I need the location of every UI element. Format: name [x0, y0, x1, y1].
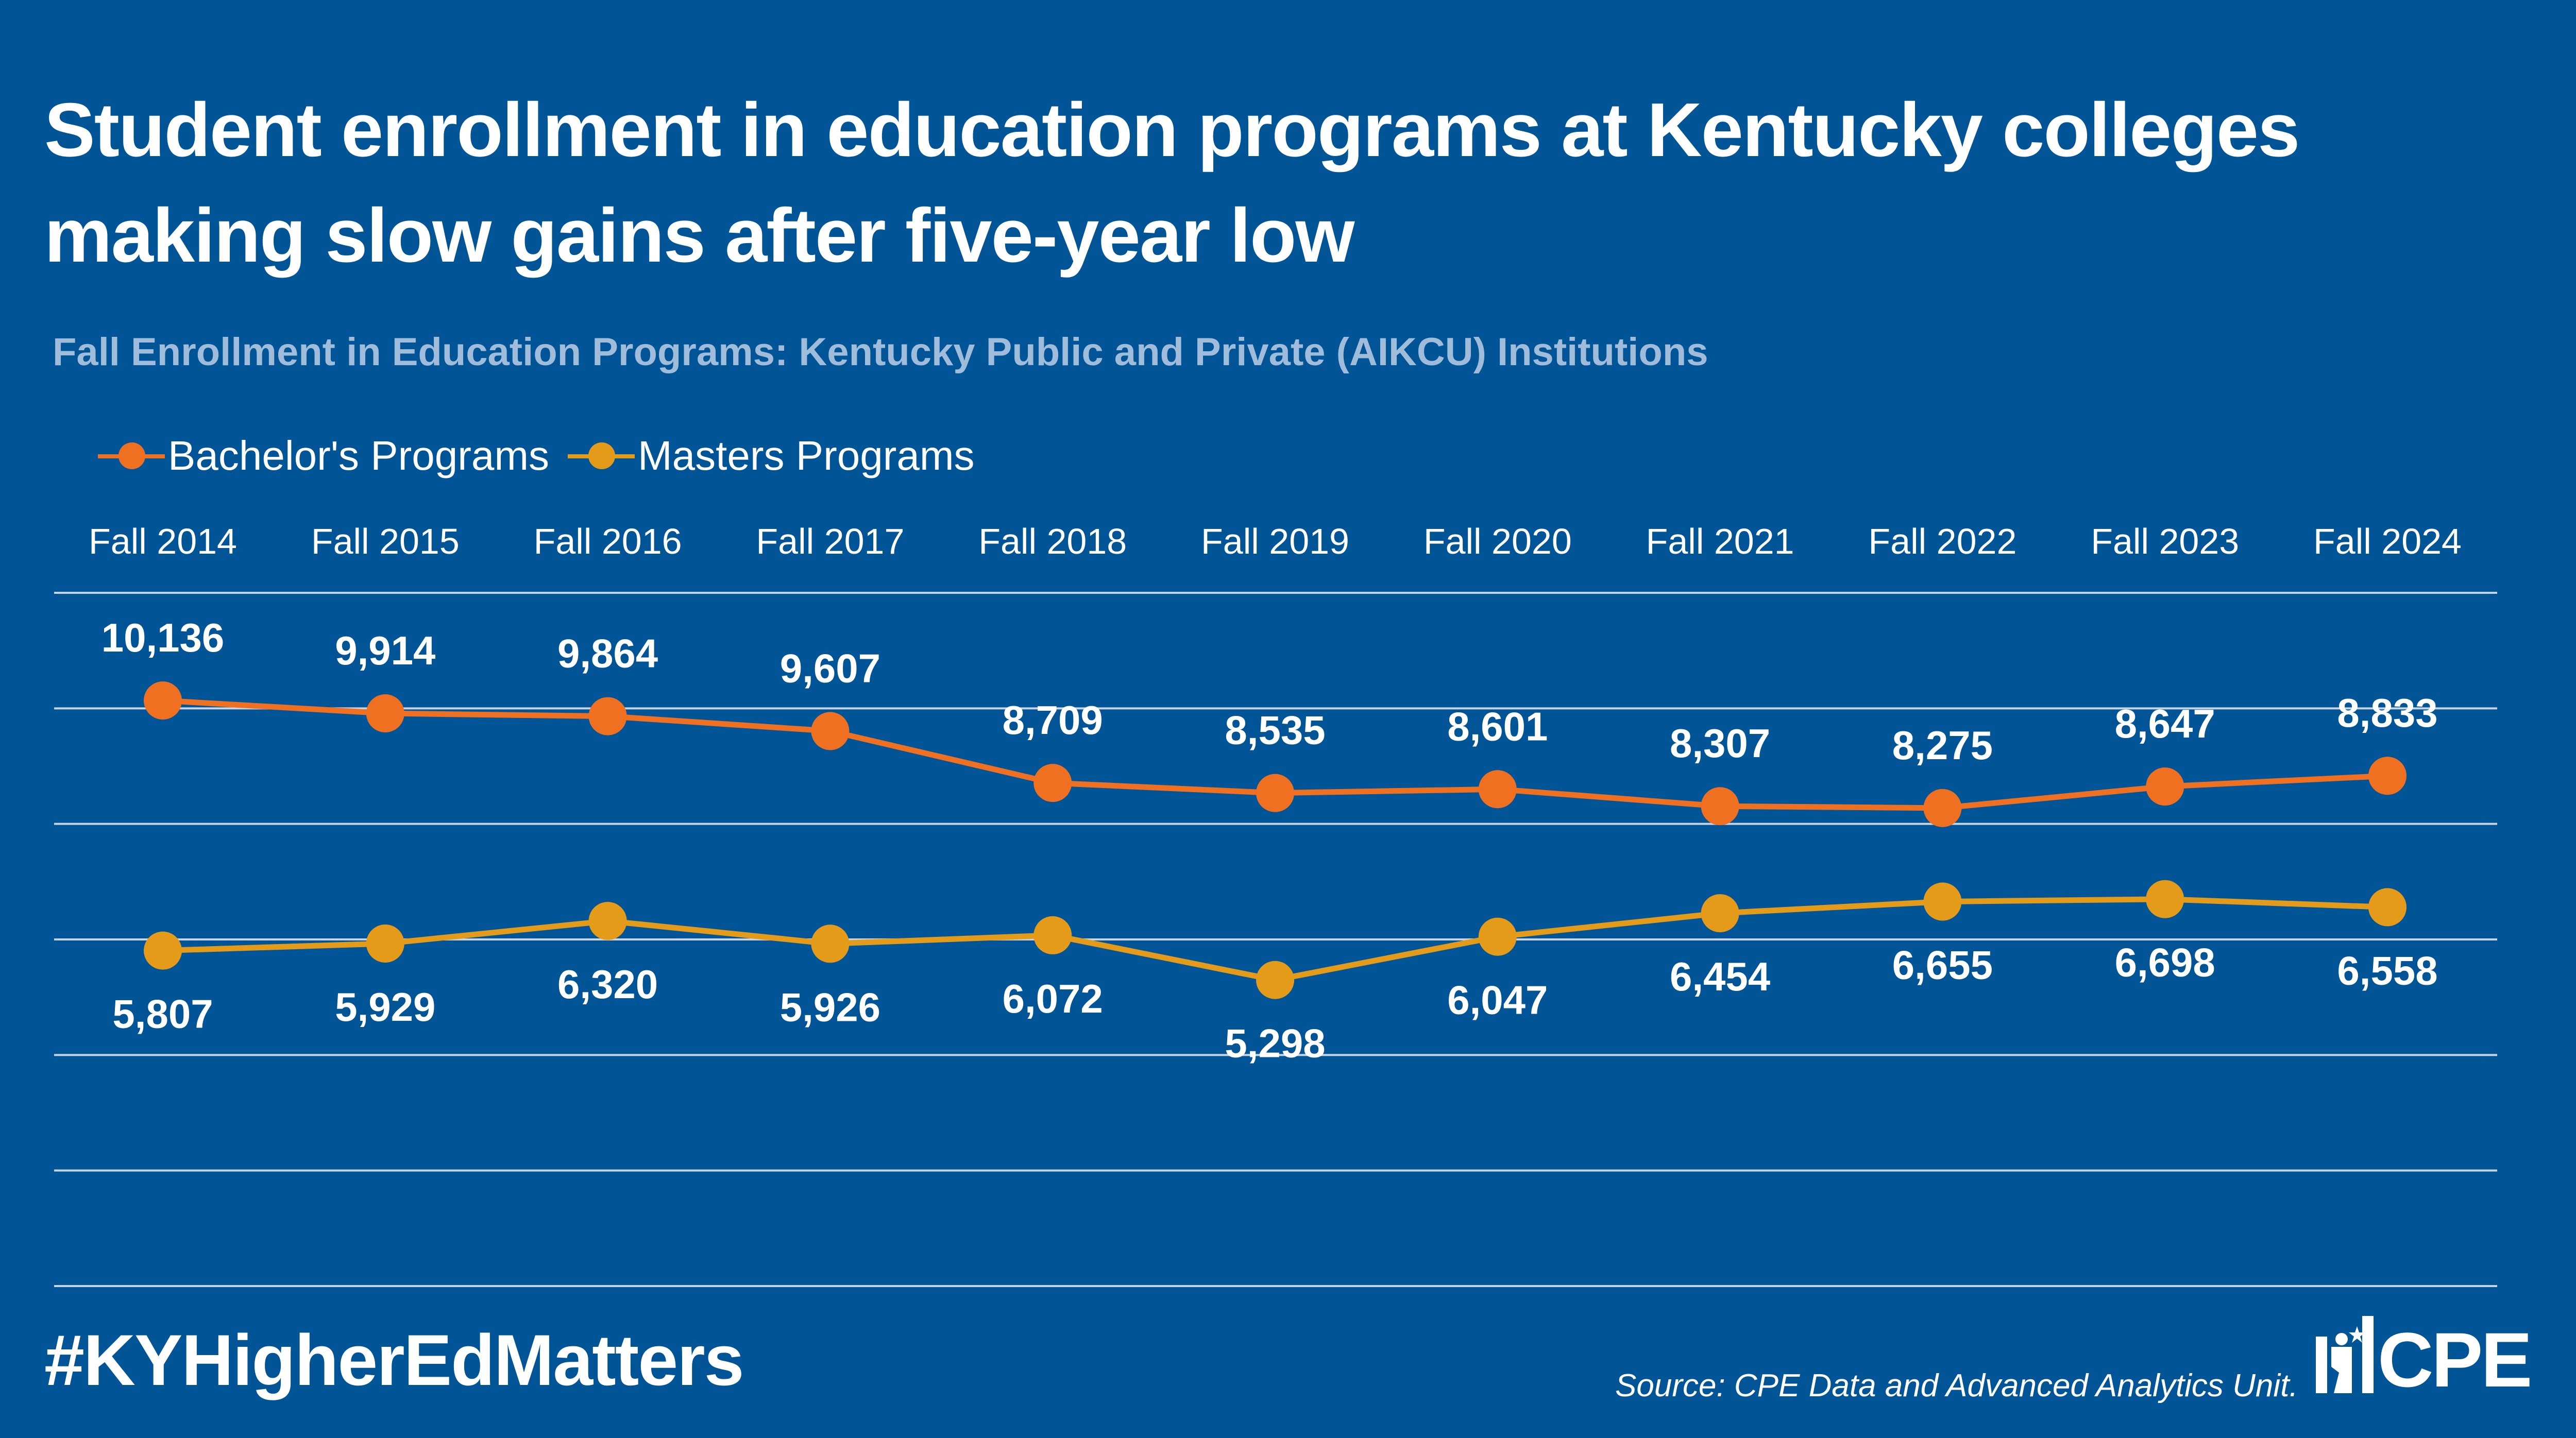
gridlines — [54, 592, 2497, 1287]
data-label-masters: 5,926 — [780, 984, 880, 1030]
data-point-masters — [1923, 882, 1962, 921]
cpe-logo: CPE — [2316, 1316, 2532, 1403]
data-labels: 10,136 9,914 9,864 9,607 8,709 8,535 8,601 8,30… — [101, 615, 2438, 1066]
x-tick-label: Fall 2017 — [756, 521, 904, 561]
data-point-bachelors — [1256, 774, 1294, 812]
data-point-masters — [1033, 916, 1072, 954]
data-point-bachelors — [2368, 757, 2406, 795]
data-label-masters: 6,698 — [2115, 940, 2215, 985]
data-point-bachelors — [2146, 767, 2184, 806]
data-point-masters — [2146, 880, 2184, 918]
data-point-bachelors — [1923, 789, 1962, 827]
data-label-bachelors: 8,833 — [2337, 690, 2437, 735]
data-label-masters: 6,655 — [1892, 943, 1993, 988]
data-label-bachelors: 8,709 — [1003, 697, 1103, 743]
data-point-masters — [1701, 894, 1739, 933]
data-point-bachelors — [1033, 764, 1072, 802]
series-points — [144, 681, 2406, 999]
data-label-masters: 6,320 — [557, 962, 658, 1007]
x-tick-label: Fall 2016 — [534, 521, 682, 561]
data-point-bachelors — [588, 697, 627, 735]
x-tick-label: Fall 2019 — [1201, 521, 1349, 561]
title-line-2: making slow gains after five-year low — [44, 193, 1355, 278]
data-label-bachelors: 8,307 — [1670, 721, 1770, 766]
x-tick-label: Fall 2022 — [1868, 521, 2016, 561]
data-point-masters — [1478, 917, 1517, 956]
x-tick-label: Fall 2020 — [1423, 521, 1572, 561]
x-tick-label: Fall 2024 — [2313, 521, 2462, 561]
legend-item-masters: Masters Programs — [568, 432, 974, 480]
data-label-masters: 6,047 — [1447, 978, 1548, 1023]
x-tick-label: Fall 2021 — [1646, 521, 1794, 561]
data-label-bachelors: 8,535 — [1225, 708, 1325, 753]
x-axis-tick-labels: Fall 2014 Fall 2015 Fall 2016 Fall 2017 Fall… — [89, 521, 2462, 561]
data-label-bachelors: 9,864 — [557, 631, 658, 676]
data-label-bachelors: 8,275 — [1892, 723, 1993, 768]
data-label-masters: 6,072 — [1003, 976, 1103, 1021]
data-point-masters — [588, 902, 627, 940]
chart-subtitle: Fall Enrollment in Education Programs: K… — [53, 330, 1708, 374]
legend-masters-label: Masters Programs — [638, 433, 975, 478]
data-point-bachelors — [1478, 770, 1517, 809]
data-point-masters — [366, 924, 404, 963]
data-label-bachelors: 8,601 — [1447, 704, 1548, 749]
x-tick-label: Fall 2018 — [978, 521, 1127, 561]
hashtag: #KYHigherEdMatters — [44, 1320, 744, 1400]
legend-bachelors-label: Bachelor's Programs — [168, 433, 549, 478]
page-title: Student enrollment in education programs… — [44, 77, 2517, 288]
data-point-bachelors — [811, 712, 850, 750]
x-tick-label: Fall 2015 — [311, 521, 460, 561]
data-point-masters — [144, 931, 182, 970]
legend-item-bachelors: Bachelor's Programs — [98, 432, 549, 480]
data-label-bachelors: 9,607 — [780, 645, 880, 691]
data-label-masters: 5,929 — [335, 984, 435, 1030]
data-point-bachelors — [366, 694, 404, 732]
data-label-masters: 6,558 — [2337, 948, 2437, 993]
data-label-bachelors: 10,136 — [101, 615, 225, 660]
data-point-masters — [2368, 888, 2406, 927]
x-tick-label: Fall 2023 — [2091, 521, 2239, 561]
data-point-bachelors — [1701, 787, 1739, 826]
legend-masters-marker-icon — [568, 440, 635, 471]
data-point-bachelors — [144, 681, 182, 720]
logo-text: CPE — [2378, 1316, 2532, 1403]
source-note: Source: CPE Data and Advanced Analytics … — [1615, 1368, 2298, 1403]
legend-bachelors-marker-icon — [98, 440, 165, 471]
title-line-1: Student enrollment in education programs… — [44, 88, 2300, 173]
data-label-bachelors: 9,914 — [335, 628, 435, 673]
data-label-bachelors: 8,647 — [2115, 701, 2215, 746]
data-label-masters: 6,454 — [1670, 954, 1770, 999]
cpe-star-figure-icon — [2316, 1316, 2374, 1393]
data-point-masters — [811, 925, 850, 963]
data-label-masters: 5,807 — [112, 991, 213, 1037]
chart-legend: Bachelor's Programs Masters Programs — [98, 430, 993, 482]
data-label-masters: 5,298 — [1225, 1021, 1325, 1066]
data-point-masters — [1256, 961, 1294, 999]
x-tick-label: Fall 2014 — [89, 521, 237, 561]
